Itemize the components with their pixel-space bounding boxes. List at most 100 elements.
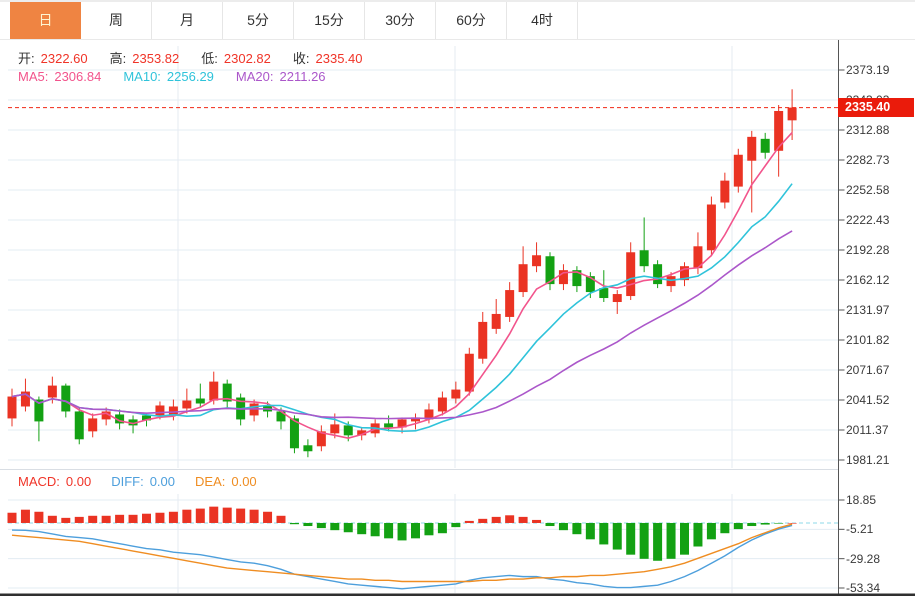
macd-hist-bar xyxy=(653,522,663,561)
candle-body xyxy=(760,138,770,153)
macd-hist-bar xyxy=(182,509,192,523)
macd-hist-bar xyxy=(720,522,730,534)
macd-hist-bar xyxy=(774,522,784,524)
macd-hist-bar xyxy=(222,507,232,523)
candle-body xyxy=(478,321,488,359)
candle-body xyxy=(182,400,192,409)
macd-axis-tick-label: -53.34 xyxy=(846,581,881,595)
macd-hist-bar xyxy=(612,522,622,550)
macd-hist-bar xyxy=(626,522,636,555)
candle-body xyxy=(599,288,609,299)
candle-body xyxy=(787,107,797,121)
candle-body xyxy=(612,294,622,303)
tab-interval-4[interactable]: 15分 xyxy=(294,2,365,39)
macd-hist-bar xyxy=(101,515,111,523)
candle-body xyxy=(7,396,17,419)
ma20-line xyxy=(11,230,793,420)
main-axis-tick-label: 2101.82 xyxy=(846,332,890,347)
candle-body xyxy=(505,290,515,317)
low-value: 2302.82 xyxy=(223,51,271,66)
candle-body xyxy=(168,406,178,416)
diff-value: 0.00 xyxy=(149,474,176,489)
macd-hist-bar xyxy=(236,508,246,523)
candle-body xyxy=(464,353,474,392)
macd-hist-bar xyxy=(249,509,259,523)
diff-label: DIFF: xyxy=(111,474,144,489)
candle-body xyxy=(61,385,71,412)
macd-hist-bar xyxy=(518,516,528,523)
candle-body xyxy=(545,256,555,285)
main-axis-tick-label: 2282.73 xyxy=(846,153,890,167)
macd-hist-bar xyxy=(343,522,353,533)
open-label: 开: xyxy=(18,51,35,66)
macd-hist-bar xyxy=(276,515,286,523)
candle-body xyxy=(316,431,326,447)
candle-body xyxy=(115,414,125,424)
macd-hist-bar xyxy=(47,515,57,523)
macd-hist-bar xyxy=(195,508,205,523)
macd-hist-bar xyxy=(599,522,609,545)
macd-hist-bar xyxy=(20,509,30,523)
tab-interval-1[interactable]: 周 xyxy=(81,2,152,39)
macd-hist-bar xyxy=(585,522,595,540)
candle-body xyxy=(303,445,313,452)
candle-body xyxy=(747,136,757,161)
candle-body xyxy=(276,411,286,422)
candle-body xyxy=(558,270,568,285)
macd-hist-bar xyxy=(505,515,515,523)
candle-body xyxy=(774,110,784,151)
macd-hist-bar xyxy=(572,522,582,535)
candle-body xyxy=(330,424,340,434)
main-axis-tick-label: 2252.58 xyxy=(846,183,890,197)
close-value: 2335.40 xyxy=(315,51,363,66)
candle-body xyxy=(289,418,299,449)
tab-interval-0[interactable]: 日 xyxy=(10,2,81,39)
tab-interval-5[interactable]: 30分 xyxy=(365,2,436,39)
macd-hist-bar xyxy=(303,522,313,527)
main-axis-tick-label: 2071.67 xyxy=(846,362,890,377)
tab-interval-6[interactable]: 60分 xyxy=(436,2,507,39)
candle-body xyxy=(451,389,461,399)
candle-body xyxy=(397,419,407,428)
macd-hist-bar xyxy=(491,516,501,523)
macd-hist-bar xyxy=(760,522,770,525)
macd-hist-bar xyxy=(74,516,84,523)
candle-body xyxy=(720,180,730,203)
candle-body xyxy=(585,276,595,293)
tab-interval-3[interactable]: 5分 xyxy=(223,2,294,39)
macd-axis-tick-label: -5.21 xyxy=(846,522,874,537)
high-value: 2353.82 xyxy=(132,51,180,66)
main-axis-tick-label: 1981.21 xyxy=(846,453,890,467)
macd-hist-bar xyxy=(209,506,219,523)
dea-line xyxy=(11,523,793,583)
main-axis-tick-label: 2041.52 xyxy=(846,392,890,407)
candle-body xyxy=(222,383,232,402)
candle-body xyxy=(155,405,165,416)
tab-interval-2[interactable]: 月 xyxy=(152,2,223,39)
macd-hist-bar xyxy=(451,522,461,528)
macd-hist-bar xyxy=(115,514,125,523)
macd-hist-bar xyxy=(693,522,703,547)
candle-body xyxy=(733,154,743,187)
candle-body xyxy=(343,425,353,436)
macd-hist-bar xyxy=(787,522,797,524)
interval-tabbar: 日周月 5分 15分 30分 60分 4时 xyxy=(10,2,578,39)
candle-body xyxy=(518,264,528,293)
ma10-line xyxy=(11,183,793,433)
macd-hist-bar xyxy=(370,522,380,537)
tab-interval-7[interactable]: 4时 xyxy=(507,2,578,39)
ma10-value: 2256.29 xyxy=(166,69,214,84)
candle-body xyxy=(34,399,44,422)
dea-label: DEA: xyxy=(195,474,226,489)
dea-value: 0.00 xyxy=(231,474,257,489)
candle-body xyxy=(424,409,434,420)
candle-body xyxy=(653,264,663,285)
macd-hist-bar xyxy=(316,522,326,529)
macd-hist-bar xyxy=(397,522,407,541)
open-value: 2322.60 xyxy=(40,51,88,66)
candle-body xyxy=(572,270,582,287)
macd-value: 0.00 xyxy=(65,474,92,489)
window-top-strip xyxy=(0,0,915,2)
